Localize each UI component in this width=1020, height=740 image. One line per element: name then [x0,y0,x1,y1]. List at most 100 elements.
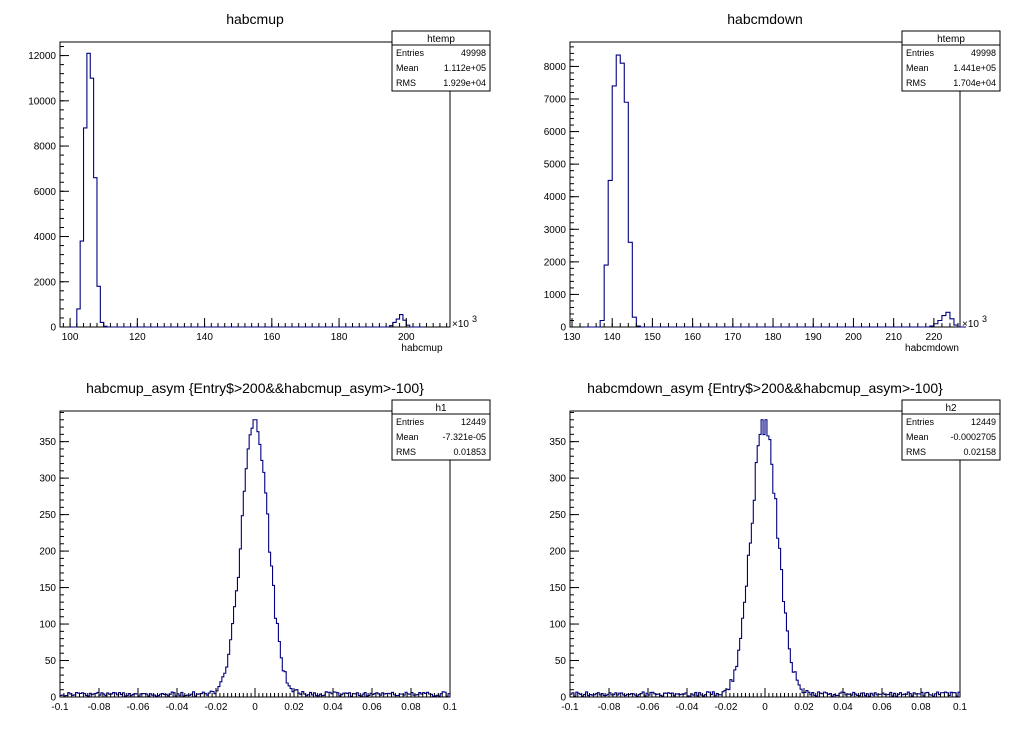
y-tick-label: 4000 [34,232,57,243]
x-tick-label: 0.02 [284,702,304,713]
histogram-series [59,419,451,697]
x-tick-label: -0.08 [598,702,621,713]
stats-box-title: htemp [427,34,455,45]
x-tick-label: 0.08 [911,702,931,713]
y-tick-label: 250 [39,510,56,521]
histogram-pad-3: habcmup_asym {Entry$>200&&habcmup_asym>-… [39,380,491,713]
stats-label: RMS [396,78,416,88]
stats-box: h1 Entries 12449 Mean -7.321e-05 RMS 0.01853 [391,399,491,461]
x-tick-label: -0.02 [205,702,228,713]
y-tick-label: 2000 [34,277,57,288]
stats-value: 49998 [461,48,486,58]
y-tick-label: 300 [549,474,566,485]
y-tick-label: 50 [555,656,567,667]
histogram-pad-4: habcmdown_asym {Entry$>200&&habcmup_asym… [549,380,1001,713]
y-tick-label: 0 [50,693,56,704]
y-tick-label: 50 [45,656,57,667]
stats-label: Entries [906,417,935,427]
x-axis-label: habcmdown [905,343,959,354]
stats-label: RMS [396,447,416,457]
x-tick-label: 210 [885,332,902,343]
y-tick-label: 150 [549,583,566,594]
stats-box-title: htemp [937,34,965,45]
chart-title: habcmdown_asym {Entry$>200&&habcmup_asym… [587,380,943,396]
histogram-series [70,52,424,328]
histogram-series [569,419,961,697]
y-tick-label: 200 [549,547,566,558]
x-tick-label: 140 [604,332,621,343]
stats-label: Entries [396,48,425,58]
x-tick-label: 140 [196,332,213,343]
x-tick-label: -0.1 [51,702,69,713]
x-tick-label: 0.1 [443,702,457,713]
x-exponent-label: ×10 [962,319,979,330]
x-tick-label: 0.02 [794,702,814,713]
stats-value: 0.02158 [963,447,996,457]
stats-box-frame [391,399,491,461]
stats-value: -7.321e-05 [442,432,486,442]
y-tick-label: 5000 [544,160,567,171]
stats-value: 1.112e+05 [444,63,486,73]
y-tick-label: 7000 [544,95,567,106]
y-tick-label: 3000 [544,225,567,236]
stats-label: Mean [396,63,419,73]
stats-value: -0.0002705 [950,432,996,442]
y-tick-label: 10000 [28,96,56,107]
x-tick-label: 200 [398,332,415,343]
y-tick-label: 0 [560,693,566,704]
x-axis-label: habcmup [401,343,443,354]
y-tick-label: 12000 [28,51,56,62]
stats-label: Entries [906,48,935,58]
x-tick-label: 0.04 [323,702,343,713]
stats-label: Mean [906,63,929,73]
y-tick-label: 8000 [34,142,57,153]
x-tick-label: -0.06 [127,702,150,713]
y-tick-label: 250 [549,510,566,521]
chart-title: habcmup_asym {Entry$>200&&habcmup_asym>-… [86,380,424,396]
x-tick-label: 0 [762,702,768,713]
x-tick-label: 0.06 [872,702,892,713]
x-tick-label: 220 [926,332,943,343]
x-tick-label: -0.04 [676,702,699,713]
x-tick-label: -0.02 [715,702,738,713]
stats-value: 0.01853 [453,447,486,457]
x-exponent-power: 3 [472,314,477,324]
stats-value: 1.441e+05 [953,63,996,73]
x-exponent-label: ×10 [452,319,469,330]
stats-label: Entries [396,417,425,427]
x-tick-label: 200 [845,332,862,343]
y-tick-label: 0 [50,323,56,334]
x-tick-label: -0.08 [88,702,111,713]
stats-label: RMS [906,447,926,457]
stats-value: 1.704e+04 [953,78,996,88]
y-tick-label: 300 [39,474,56,485]
chart-title: habcmdown [727,11,803,27]
y-tick-label: 8000 [544,62,567,73]
y-tick-label: 2000 [544,257,567,268]
stats-box: h2 Entries 12449 Mean -0.0002705 RMS 0.02158 [901,399,1001,461]
x-tick-label: 0.1 [953,702,967,713]
histogram-pad-2: habcmdown 0 1000 2000 3000 4000 5000 6000 7000 80… [544,11,1001,354]
stats-box-title: h1 [435,403,447,414]
x-exponent-power: 3 [982,314,987,324]
stats-label: Mean [906,432,929,442]
y-tick-label: 350 [39,437,56,448]
x-tick-label: 160 [263,332,280,343]
stats-value: 12449 [461,417,486,427]
x-tick-label: 0.06 [362,702,382,713]
x-tick-label: 150 [644,332,661,343]
x-tick-label: 130 [564,332,581,343]
y-tick-label: 6000 [34,187,57,198]
x-tick-label: -0.04 [166,702,189,713]
y-tick-label: 100 [39,620,56,631]
x-tick-label: 180 [331,332,348,343]
x-tick-label: 180 [765,332,782,343]
y-tick-label: 150 [39,583,56,594]
stats-label: RMS [906,78,926,88]
chart-title: habcmup [226,11,284,27]
x-tick-label: 170 [724,332,741,343]
stats-value: 1.929e+04 [443,78,486,88]
